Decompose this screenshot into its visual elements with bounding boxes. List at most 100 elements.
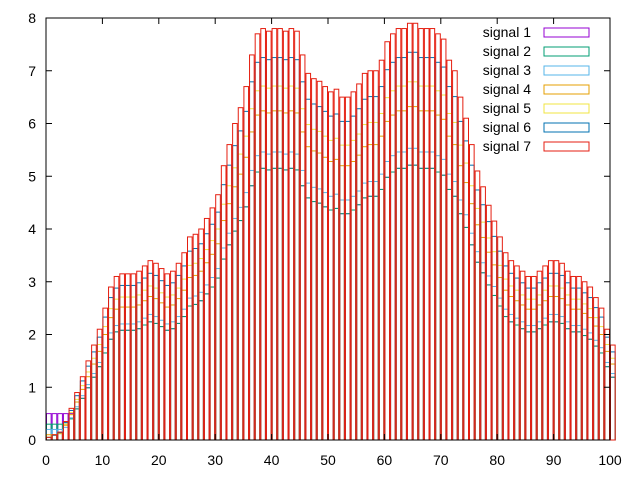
bar — [192, 295, 199, 441]
bar — [282, 30, 289, 441]
bar — [153, 274, 159, 441]
bar — [604, 366, 610, 441]
bar — [395, 151, 402, 441]
bar — [130, 273, 137, 441]
bar — [136, 294, 142, 441]
bar — [497, 264, 503, 441]
bar — [249, 81, 255, 441]
bar — [311, 201, 317, 441]
bar — [260, 110, 266, 441]
bar — [62, 423, 69, 441]
bar — [474, 207, 481, 441]
bar — [587, 317, 594, 441]
bar — [237, 130, 244, 441]
bar — [328, 115, 334, 441]
bar — [564, 328, 571, 441]
bar — [418, 110, 424, 441]
bar — [610, 376, 616, 441]
bar — [237, 206, 244, 441]
bar — [164, 329, 171, 441]
bar — [322, 135, 328, 441]
bar — [124, 329, 131, 441]
bar — [237, 153, 244, 441]
bar — [192, 274, 199, 441]
bar — [288, 167, 295, 441]
bar — [288, 167, 295, 441]
bar — [531, 298, 537, 441]
bar — [361, 72, 368, 441]
bar — [203, 284, 210, 441]
bar — [113, 298, 120, 441]
bar — [508, 321, 515, 441]
bar — [158, 292, 165, 441]
bar — [192, 303, 199, 441]
bar — [593, 345, 599, 441]
bar — [232, 217, 238, 441]
bar — [559, 298, 565, 441]
legend: signal 1 signal 2 signal 3 signal 4 signal 5… — [483, 24, 590, 154]
bar — [220, 258, 227, 441]
bar — [243, 156, 250, 441]
bar — [564, 270, 571, 441]
bar — [350, 160, 357, 441]
bar — [299, 81, 306, 441]
bar — [361, 197, 368, 441]
bar — [356, 108, 362, 441]
bar — [305, 72, 312, 441]
bar — [553, 321, 560, 441]
bar — [350, 91, 357, 441]
bar — [147, 285, 154, 441]
bar — [108, 297, 114, 441]
bar — [474, 251, 481, 441]
bar — [85, 384, 92, 441]
bar — [158, 302, 165, 441]
bar — [508, 285, 515, 441]
y-tick-label: 4 — [28, 221, 36, 237]
bar — [316, 106, 323, 441]
bar — [480, 221, 486, 441]
y-tick-label: 5 — [28, 168, 36, 184]
bar — [412, 164, 419, 441]
bar — [260, 167, 266, 441]
bar — [170, 304, 176, 441]
bar — [457, 199, 464, 441]
bar — [226, 144, 233, 441]
bar — [141, 324, 148, 441]
bar — [361, 197, 368, 441]
bar — [378, 86, 385, 441]
bar — [418, 85, 424, 441]
bar — [91, 363, 97, 441]
bar — [440, 94, 447, 441]
bar — [226, 203, 233, 441]
bar — [294, 87, 300, 441]
bar — [401, 85, 407, 441]
bar — [553, 285, 560, 441]
bar — [79, 385, 86, 441]
bar — [390, 33, 396, 441]
legend-item: signal 6 — [483, 119, 590, 135]
bar — [547, 296, 554, 441]
bar — [102, 334, 109, 441]
legend-swatch — [543, 27, 590, 38]
bar — [429, 110, 436, 441]
bar — [502, 289, 509, 441]
series-5 — [46, 81, 616, 441]
bar — [536, 328, 543, 441]
bar — [367, 96, 374, 441]
bar — [401, 110, 407, 441]
bar — [299, 185, 306, 441]
bar — [485, 237, 492, 441]
bar — [361, 98, 368, 441]
bar — [130, 306, 137, 441]
bar — [299, 131, 306, 441]
bar — [209, 207, 216, 441]
bar — [474, 189, 481, 441]
bar — [373, 96, 379, 441]
x-tick-label: 80 — [489, 452, 505, 468]
bar — [570, 287, 577, 441]
bar — [333, 137, 340, 441]
bar — [593, 317, 599, 441]
bar — [215, 194, 221, 441]
bar — [170, 294, 176, 441]
y-tick-label: 0 — [28, 432, 36, 448]
